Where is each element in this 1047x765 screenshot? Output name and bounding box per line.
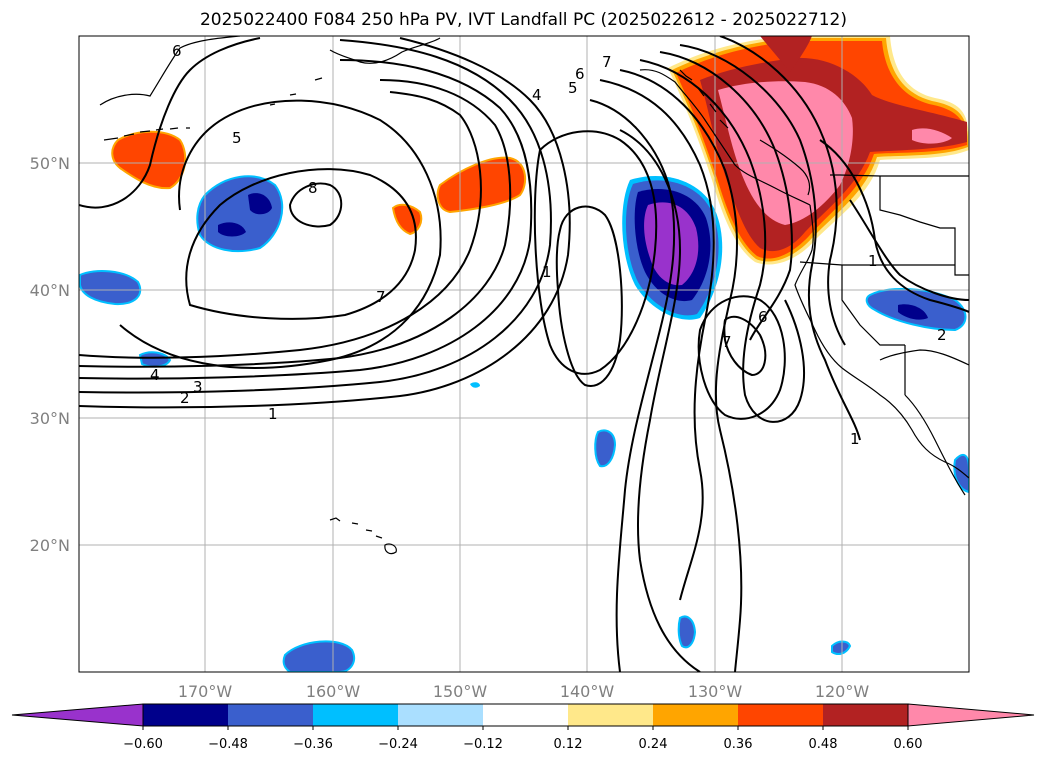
positive-anomaly-west <box>111 130 187 190</box>
negative-anomaly-small-1 <box>138 351 172 368</box>
positive-anomaly-canada-coast <box>668 36 969 265</box>
colorbar-tick-label: 0.48 <box>809 737 838 752</box>
longitude-tick-labels: 170°W 160°W 150°W 140°W 130°W 120°W <box>178 682 870 701</box>
lat-tick-label: 30°N <box>30 409 70 428</box>
colorbar-cell <box>738 704 823 726</box>
contour-label: 1 <box>868 252 878 270</box>
contour-label: 6 <box>575 65 585 83</box>
contour-label: 7 <box>722 333 732 351</box>
contour-label: 7 <box>602 53 612 71</box>
negative-anomaly-small-3 <box>677 615 697 649</box>
colorbar-cell <box>143 704 228 726</box>
negative-anomaly-south <box>282 640 356 672</box>
lon-tick-label: 120°W <box>815 682 870 701</box>
pv-contours <box>79 36 969 672</box>
contour-label: 2 <box>937 326 947 344</box>
negative-anomaly-dateline <box>79 270 142 306</box>
contour-label: 8 <box>308 179 318 197</box>
lon-tick-label: 160°W <box>306 682 361 701</box>
colorbar-cell <box>228 704 313 726</box>
lon-tick-label: 140°W <box>560 682 615 701</box>
gridlines <box>79 36 969 672</box>
negative-anomaly-west-pacific <box>196 175 284 253</box>
colorbar-tick-label: −0.48 <box>208 737 248 752</box>
map-title: 2025022400 F084 250 hPa PV, IVT Landfall… <box>199 10 847 30</box>
colorbar-tick-label: −0.60 <box>123 737 163 752</box>
colorbar-cell <box>568 704 653 726</box>
colorbar-cell <box>398 704 483 726</box>
contour-label: 1 <box>268 405 278 423</box>
colorbar-tick-label: 0.60 <box>894 737 923 752</box>
colorbar-extend-high <box>907 703 1035 727</box>
contour-labels: 6 7 6 5 4 5 8 7 1 6 7 4 3 2 1 1 1 2 <box>150 42 947 448</box>
colorbar-tick-label: −0.12 <box>463 737 503 752</box>
contour-label: 6 <box>758 308 768 326</box>
colorbar-tick-label: 0.36 <box>724 737 753 752</box>
colorbar-cell <box>653 704 738 726</box>
lon-tick-label: 130°W <box>688 682 743 701</box>
colorbar-tick-label: 0.12 <box>554 737 583 752</box>
negative-anomaly-small-2 <box>594 429 617 468</box>
lat-tick-label: 40°N <box>30 281 70 300</box>
lon-tick-label: 170°W <box>178 682 233 701</box>
colorbar-frame <box>142 703 909 727</box>
map-frame <box>78 35 970 673</box>
contour-label: 2 <box>180 389 190 407</box>
contour-label: 1 <box>542 263 552 281</box>
colorbar-extend-low <box>11 703 144 727</box>
contour-label: 3 <box>193 378 203 396</box>
colorbar-cell <box>823 704 908 726</box>
contour-label: 5 <box>568 79 578 97</box>
contour-label: 6 <box>172 42 182 60</box>
colorbar-cell <box>313 704 398 726</box>
latitude-tick-labels: 50°N 40°N 30°N 20°N <box>30 154 70 555</box>
contour-label: 5 <box>232 129 242 147</box>
lat-tick-label: 50°N <box>30 154 70 173</box>
colorbar: −0.60 −0.48 −0.36 −0.24 −0.12 0.12 0.24 0.36 0.4… <box>11 703 1035 752</box>
colorbar-tick-label: −0.24 <box>378 737 418 752</box>
colorbar-cell <box>483 704 568 726</box>
lat-tick-label: 20°N <box>30 536 70 555</box>
contour-label: 4 <box>532 86 542 104</box>
lon-tick-label: 150°W <box>433 682 488 701</box>
contour-label: 4 <box>150 366 160 384</box>
colorbar-tick-label: 0.24 <box>639 737 668 752</box>
colorbar-tick-label: −0.36 <box>293 737 333 752</box>
contour-label: 7 <box>376 288 386 306</box>
contour-label: 1 <box>850 430 860 448</box>
